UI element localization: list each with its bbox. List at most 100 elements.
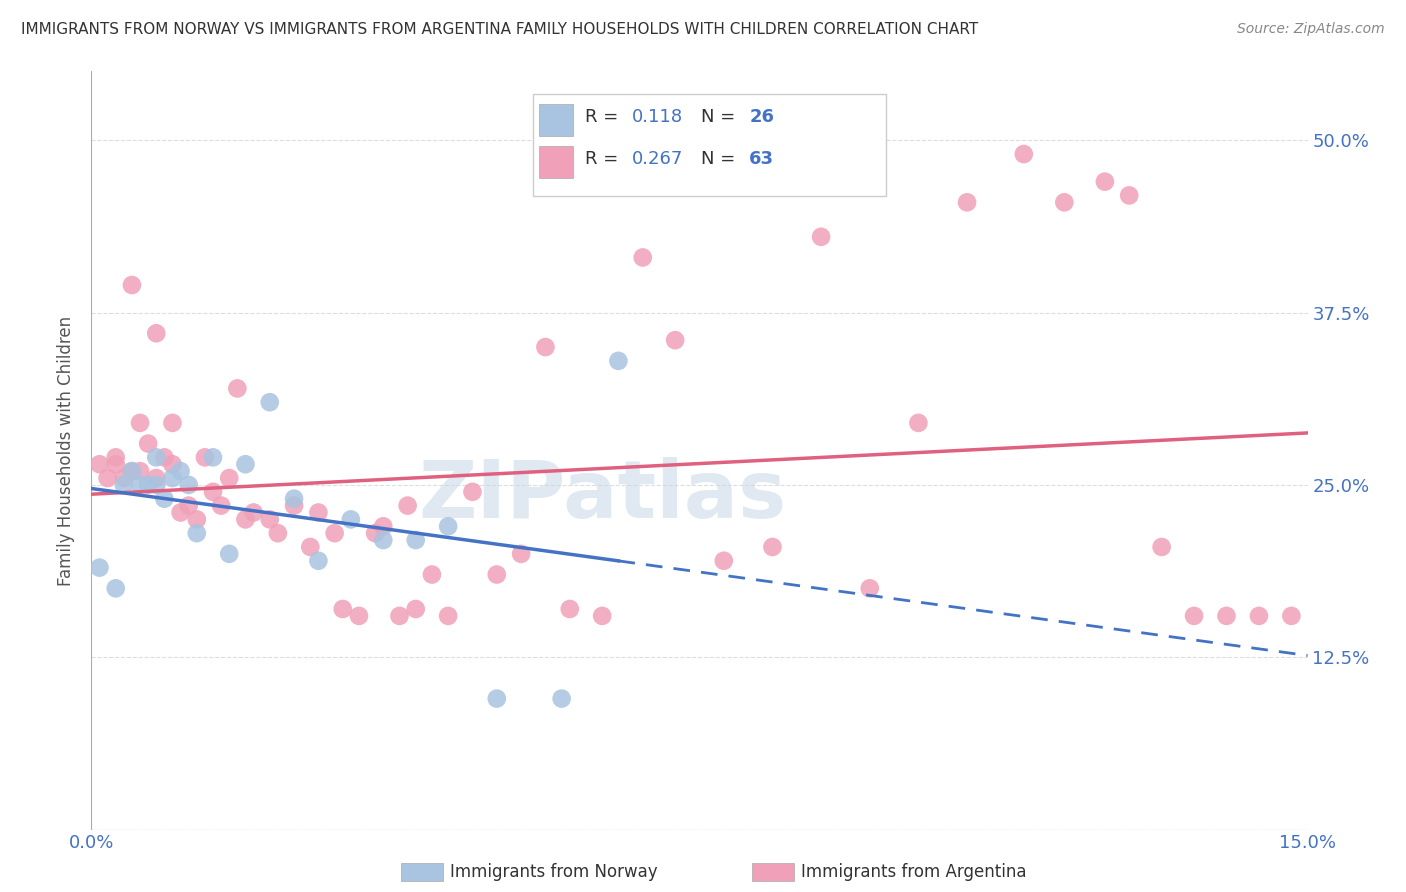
Point — [145, 471, 167, 485]
Point — [218, 471, 240, 485]
Point — [162, 471, 184, 485]
Point — [631, 251, 654, 265]
Point — [259, 395, 281, 409]
Point — [194, 450, 217, 465]
Point — [299, 540, 322, 554]
Point — [259, 512, 281, 526]
Text: R =: R = — [585, 108, 624, 126]
Point — [810, 229, 832, 244]
Point — [145, 450, 167, 465]
Point — [396, 499, 419, 513]
Point — [129, 478, 152, 492]
Text: N =: N = — [700, 150, 741, 168]
Point — [1247, 608, 1270, 623]
Point — [364, 526, 387, 541]
Point — [437, 608, 460, 623]
Point — [89, 457, 111, 471]
Point — [461, 484, 484, 499]
Point — [153, 491, 176, 506]
Text: Source: ZipAtlas.com: Source: ZipAtlas.com — [1237, 22, 1385, 37]
Point — [1150, 540, 1173, 554]
Point — [761, 540, 783, 554]
Point — [112, 471, 135, 485]
Text: 26: 26 — [749, 108, 775, 126]
Point — [713, 554, 735, 568]
Point — [1094, 175, 1116, 189]
Point — [323, 526, 346, 541]
Point — [121, 464, 143, 478]
Point — [104, 450, 127, 465]
Point — [235, 512, 257, 526]
Y-axis label: Family Households with Children: Family Households with Children — [58, 316, 76, 585]
Point — [267, 526, 290, 541]
Point — [485, 691, 508, 706]
Point — [177, 478, 200, 492]
Point — [1182, 608, 1205, 623]
Point — [153, 450, 176, 465]
Point — [242, 506, 264, 520]
Point — [97, 471, 120, 485]
Point — [405, 602, 427, 616]
Point — [1279, 608, 1302, 623]
Text: Immigrants from Norway: Immigrants from Norway — [450, 863, 658, 881]
Point — [177, 499, 200, 513]
Point — [907, 416, 929, 430]
Point — [136, 436, 159, 450]
Point — [307, 506, 329, 520]
Point — [1118, 188, 1140, 202]
Text: 0.118: 0.118 — [631, 108, 682, 126]
Point — [121, 464, 143, 478]
Point — [162, 457, 184, 471]
Point — [283, 491, 305, 506]
Point — [510, 547, 533, 561]
Point — [218, 547, 240, 561]
Point — [169, 464, 191, 478]
Point — [373, 519, 395, 533]
Text: ZIPatlas: ZIPatlas — [418, 457, 786, 535]
Point — [550, 691, 572, 706]
Point — [558, 602, 581, 616]
FancyBboxPatch shape — [533, 95, 886, 196]
Text: R =: R = — [585, 150, 624, 168]
Point — [129, 464, 152, 478]
Point — [534, 340, 557, 354]
Point — [169, 506, 191, 520]
Point — [347, 608, 370, 623]
Point — [89, 560, 111, 574]
Point — [145, 326, 167, 341]
Point — [202, 450, 225, 465]
Point — [202, 484, 225, 499]
Text: N =: N = — [700, 108, 741, 126]
Text: Immigrants from Argentina: Immigrants from Argentina — [801, 863, 1026, 881]
Point — [104, 582, 127, 596]
Text: 63: 63 — [749, 150, 775, 168]
Point — [121, 278, 143, 293]
Point — [1012, 147, 1035, 161]
FancyBboxPatch shape — [538, 145, 574, 178]
Text: IMMIGRANTS FROM NORWAY VS IMMIGRANTS FROM ARGENTINA FAMILY HOUSEHOLDS WITH CHILD: IMMIGRANTS FROM NORWAY VS IMMIGRANTS FRO… — [21, 22, 979, 37]
Point — [664, 333, 686, 347]
Point — [1215, 608, 1237, 623]
Point — [104, 457, 127, 471]
Point — [332, 602, 354, 616]
Point — [437, 519, 460, 533]
Point — [283, 499, 305, 513]
Point — [485, 567, 508, 582]
Point — [388, 608, 411, 623]
Point — [209, 499, 232, 513]
Point — [129, 416, 152, 430]
Point — [956, 195, 979, 210]
Point — [186, 512, 208, 526]
Point — [112, 478, 135, 492]
Point — [591, 608, 613, 623]
Point — [145, 478, 167, 492]
FancyBboxPatch shape — [538, 104, 574, 136]
Point — [340, 512, 363, 526]
Point — [226, 381, 249, 395]
Point — [235, 457, 257, 471]
Point — [136, 478, 159, 492]
Point — [405, 533, 427, 547]
Point — [420, 567, 443, 582]
Point — [1053, 195, 1076, 210]
Point — [162, 416, 184, 430]
